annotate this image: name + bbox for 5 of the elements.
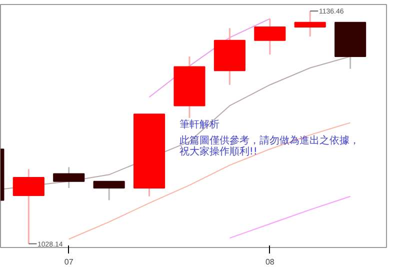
annotation: 筆軒解析	[179, 118, 220, 130]
annotation: 此篇圖僅供參考，請勿做為進出之依據，	[179, 134, 360, 147]
annotation: 祝大家操作順利!!	[179, 145, 258, 158]
x-tick-label: 08	[265, 258, 275, 266]
x-tick-label: 07	[64, 258, 74, 266]
